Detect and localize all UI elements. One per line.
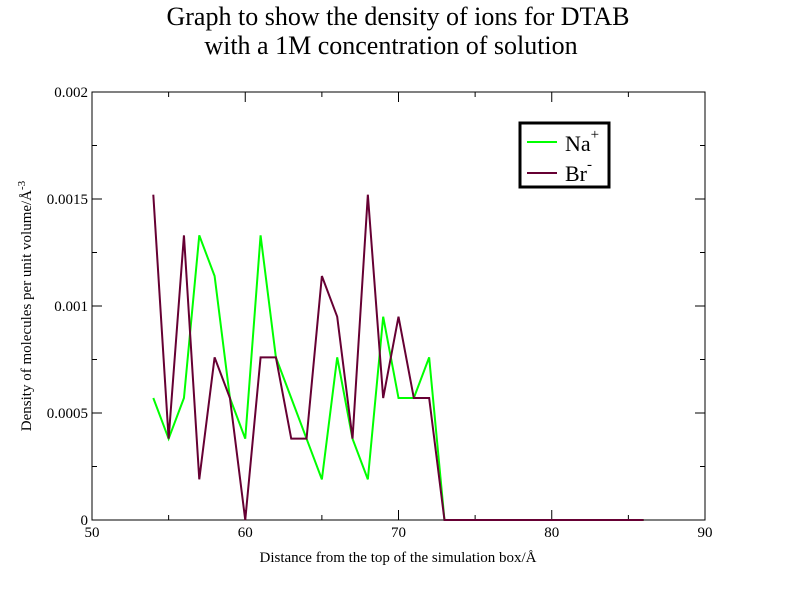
series-line-na bbox=[152, 235, 644, 521]
y-tick-label: 0.002 bbox=[54, 85, 88, 101]
legend: Na+ Br- bbox=[518, 121, 611, 189]
x-tick-label: 80 bbox=[544, 525, 559, 541]
x-tick-label: 60 bbox=[238, 525, 253, 541]
x-tick-label: 90 bbox=[698, 525, 713, 541]
x-axis-label: Distance from the top of the simulation … bbox=[259, 550, 536, 566]
legend-label-br: Br- bbox=[565, 157, 592, 186]
plot-area-frame bbox=[91, 91, 706, 521]
series-line-br bbox=[152, 194, 644, 521]
x-tick-label: 70 bbox=[391, 525, 406, 541]
series-layer bbox=[152, 194, 644, 521]
y-axis-label: Density of molecules per unit volume/Å-3 bbox=[16, 180, 35, 431]
y-tick-label: 0.0015 bbox=[47, 192, 88, 208]
legend-label-br-base: Br bbox=[565, 161, 588, 186]
legend-label-na-sup: + bbox=[591, 127, 599, 143]
legend-label-na-base: Na bbox=[565, 131, 591, 156]
y-tick-label: 0 bbox=[81, 513, 89, 529]
y-tick-label: 0.001 bbox=[54, 299, 88, 315]
y-axis-label-main: Density of molecules per unit volume/Å bbox=[19, 190, 35, 431]
y-axis-label-exponent: -3 bbox=[16, 180, 28, 190]
x-axis-ticks: 50 60 70 80 90 bbox=[85, 92, 713, 541]
y-tick-label: 0.0005 bbox=[47, 406, 88, 422]
y-axis-ticks: 0 0.0005 0.001 0.0015 0.002 bbox=[47, 85, 705, 529]
legend-label-br-sup: - bbox=[587, 157, 592, 173]
legend-label-na: Na+ bbox=[565, 127, 599, 156]
chart-title-line-1: Graph to show the density of ions for DT… bbox=[167, 2, 630, 31]
legend-box bbox=[518, 121, 611, 189]
x-tick-label: 50 bbox=[85, 525, 100, 541]
chart-title-line-2: with a 1M concentration of solution bbox=[204, 31, 577, 60]
